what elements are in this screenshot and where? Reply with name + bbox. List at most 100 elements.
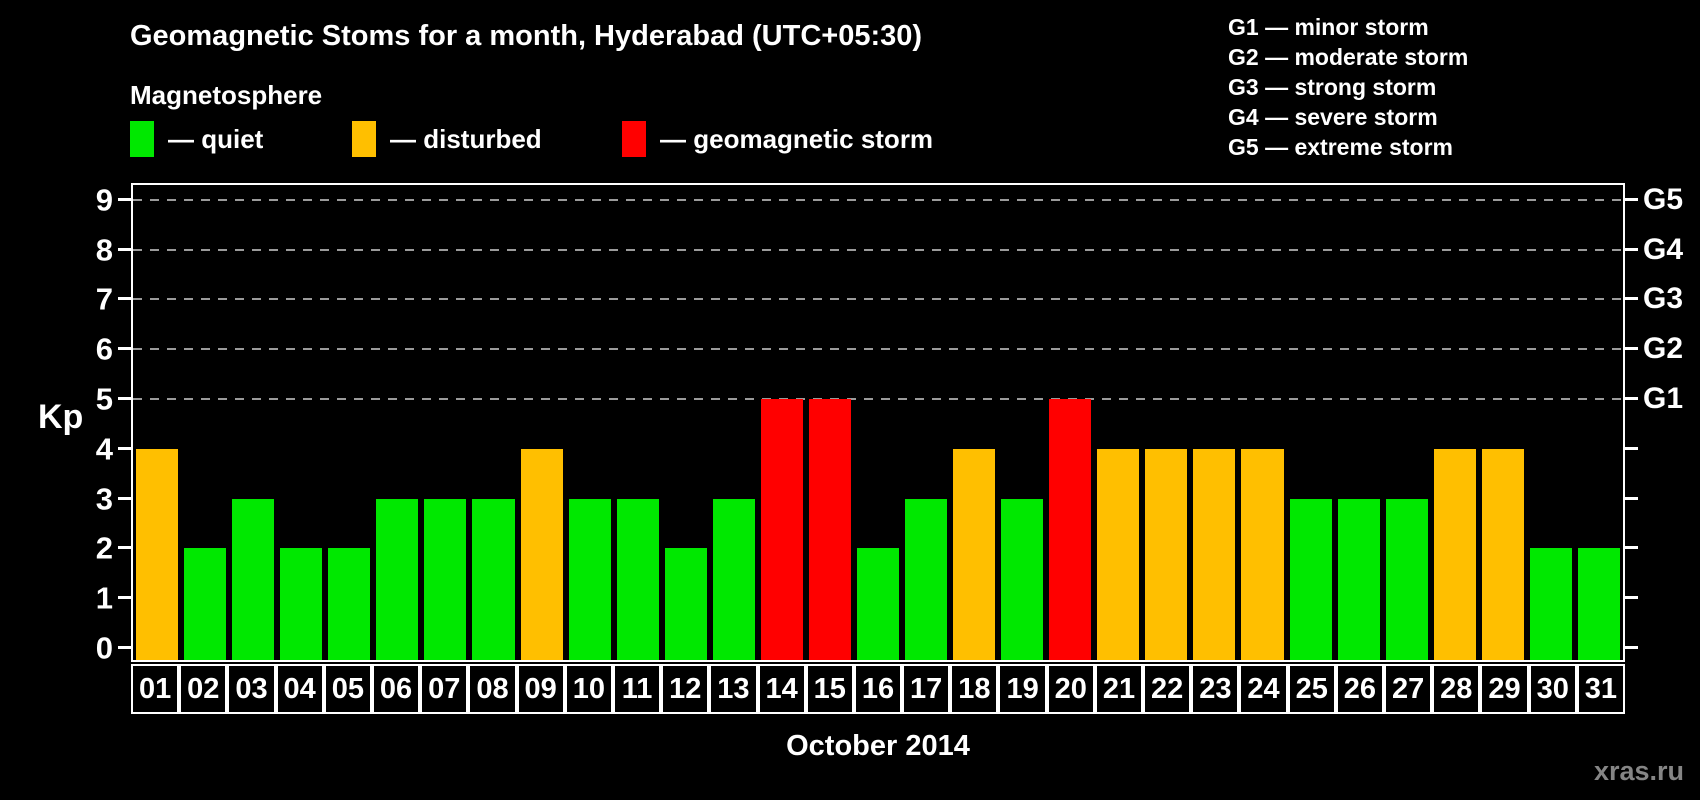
storm-color-swatch-icon (622, 121, 646, 157)
day-label-16: 16 (853, 664, 903, 714)
day-label-11: 11 (612, 664, 662, 714)
bar-day-10 (568, 498, 611, 660)
bar-day-27 (1385, 498, 1428, 660)
g5-legend-line: G5 — extreme storm (1228, 134, 1453, 160)
bar-day-22 (1145, 448, 1188, 660)
day-label-12: 12 (661, 664, 710, 714)
bar-day-16 (856, 548, 900, 660)
x-axis-title: October 2014 (786, 730, 970, 762)
right-axis-label-g2: G2 (1643, 332, 1684, 366)
left-tick-kp-2 (118, 546, 131, 550)
day-label-23: 23 (1191, 664, 1240, 714)
right-tick-kp-7 (1625, 297, 1638, 301)
bar-day-18 (953, 448, 996, 660)
g3-legend-line: G3 — strong storm (1228, 74, 1437, 100)
day-label-19: 19 (998, 664, 1047, 714)
y-tick-label-9: 9 (95, 182, 113, 218)
bar-day-08 (472, 498, 515, 660)
bar-day-26 (1337, 498, 1380, 660)
y-tick-label-4: 4 (95, 431, 113, 467)
bar-day-04 (280, 548, 323, 660)
y-tick-label-1: 1 (95, 580, 113, 616)
day-label-03: 03 (227, 664, 276, 714)
day-label-15: 15 (805, 664, 854, 714)
day-label-05: 05 (323, 664, 372, 714)
y-tick-label-0: 0 (95, 630, 113, 666)
right-tick-kp-2 (1625, 546, 1638, 550)
plot-area: 0 1 2 3 4 5 6 7 8 9 G1 G2 G3 G4 G5 (96, 183, 1683, 664)
right-tick-kp-0 (1625, 646, 1638, 649)
left-tick-kp-6 (118, 347, 131, 351)
left-tick-kp-9 (118, 197, 131, 201)
bar-day-24 (1241, 448, 1284, 660)
bar-day-25 (1289, 498, 1332, 660)
day-label-02: 02 (179, 664, 228, 714)
gridline-kp-7 (133, 298, 1623, 301)
bar-day-14 (760, 399, 803, 660)
day-label-29: 29 (1480, 664, 1529, 714)
y-tick-label-2: 2 (95, 530, 113, 566)
y-tick-label-3: 3 (95, 481, 113, 517)
legend-label-disturbed: — disturbed (390, 123, 542, 154)
bar-day-05 (328, 548, 371, 660)
legend-label-storm: — geomagnetic storm (660, 123, 934, 154)
day-label-31: 31 (1576, 664, 1625, 714)
legend-label-quiet: — quiet (168, 123, 264, 154)
day-label-22: 22 (1143, 664, 1192, 714)
bar-day-07 (424, 498, 467, 660)
left-tick-kp-3 (118, 496, 131, 500)
gridline-kp-9 (133, 198, 1623, 201)
legend-item-storm: — geomagnetic storm (622, 120, 933, 158)
right-axis-label-g3: G3 (1643, 282, 1684, 316)
quiet-color-swatch-icon (130, 121, 154, 157)
right-tick-kp-4 (1625, 446, 1638, 450)
g2-legend-line: G2 — moderate storm (1228, 44, 1469, 70)
watermark: xras.ru (1593, 756, 1684, 786)
left-tick-kp-1 (118, 596, 131, 600)
right-tick-kp-8 (1625, 247, 1638, 251)
day-label-07: 07 (420, 664, 469, 714)
x-axis-day-labels: 01 02 03 04 05 06 07 08 09 10 11 12 13 14 15 16 17 18 19 20… (131, 664, 1625, 714)
day-label-14: 14 (757, 664, 806, 714)
bar-day-31 (1577, 548, 1620, 660)
legend-item-disturbed: — disturbed (352, 120, 542, 158)
g1-legend-line: G1 — minor storm (1228, 14, 1429, 40)
day-label-01: 01 (131, 664, 180, 714)
bar-day-20 (1049, 399, 1092, 660)
day-label-20: 20 (1046, 664, 1095, 714)
page-title: Geomagnetic Stoms for a month, Hyderabad… (130, 20, 923, 52)
left-tick-kp-0 (118, 646, 131, 649)
right-tick-kp-6 (1625, 347, 1638, 351)
left-tick-kp-5 (118, 397, 131, 400)
right-axis-label-g1: G1 (1643, 382, 1684, 415)
day-label-10: 10 (564, 664, 613, 714)
day-label-26: 26 (1335, 664, 1385, 714)
day-label-28: 28 (1432, 664, 1481, 714)
right-axis-label-g5: G5 (1643, 182, 1684, 216)
right-tick-kp-3 (1625, 496, 1638, 500)
right-axis-label-g4: G4 (1643, 232, 1684, 266)
day-label-21: 21 (1094, 664, 1144, 714)
day-label-24: 24 (1239, 664, 1288, 714)
bar-day-15 (808, 399, 851, 660)
day-label-17: 17 (902, 664, 951, 714)
bar-day-03 (232, 498, 275, 660)
left-tick-kp-4 (118, 446, 131, 450)
magnetosphere-legend-title: Magnetosphere (130, 80, 323, 110)
day-label-27: 27 (1384, 664, 1433, 714)
y-tick-label-6: 6 (95, 331, 113, 367)
bar-day-23 (1193, 448, 1236, 660)
y-tick-label-8: 8 (95, 232, 113, 268)
g4-legend-line: G4 — severe storm (1228, 104, 1438, 130)
y-tick-label-5: 5 (95, 381, 113, 417)
bar-day-06 (376, 498, 419, 660)
bar-day-01 (136, 448, 179, 660)
disturbed-color-swatch-icon (352, 121, 376, 157)
bar-day-19 (1001, 498, 1044, 660)
day-label-30: 30 (1528, 664, 1577, 714)
gridline-kp-6 (133, 348, 1623, 351)
bar-day-02 (184, 548, 227, 660)
bar-day-12 (664, 548, 707, 660)
gridline-kp-5 (133, 398, 1623, 400)
